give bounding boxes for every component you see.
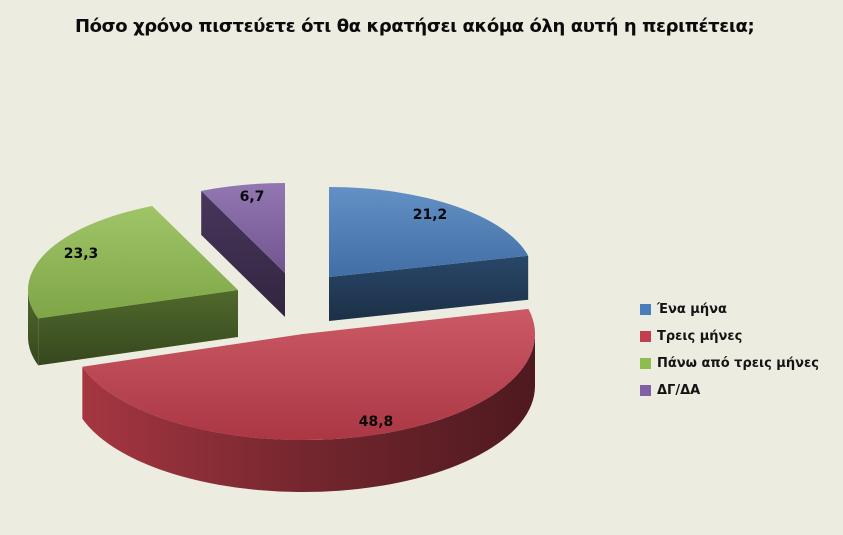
pie-slice-top [27,206,238,319]
slice-data-label: 48,8 [359,414,394,430]
legend-item-treis-mines[interactable]: Τρεις μήνες [640,323,819,350]
pie-slice-1[interactable] [82,308,536,493]
chart-title: Πόσο χρόνο πιστεύετε ότι θα κρατήσει ακό… [75,16,755,37]
slice-data-label: 6,7 [240,189,265,205]
legend-item-label: Ένα μήνα [657,302,727,317]
legend-item-label: ΔΓ/ΔΑ [657,383,701,398]
legend: Ένα μήνα Τρεις μήνες Πάνω από τρεις μήνε… [640,296,819,404]
legend-item-label: Πάνω από τρεις μήνες [657,356,819,371]
pie-slice-0[interactable] [329,187,529,321]
legend-item-ena-mina[interactable]: Ένα μήνα [640,296,819,323]
pie-slice-2[interactable] [27,206,238,366]
pie-slice-top [82,308,536,441]
legend-swatch-icon [640,358,651,369]
legend-swatch-icon [640,331,651,342]
legend-item-pano-apo-treis-mines[interactable]: Πάνω από τρεις μήνες [640,350,819,377]
legend-item-dg-da[interactable]: ΔΓ/ΔΑ [640,377,819,404]
pie-slice-top [201,183,285,273]
pie-slice-wall [329,255,529,321]
legend-swatch-icon [640,304,651,315]
legend-item-label: Τρεις μήνες [657,329,743,344]
slice-data-label: 23,3 [64,246,99,262]
pie-slice-rim [28,290,39,366]
pie-slice-top [329,187,529,277]
slice-data-label: 21,2 [413,207,448,223]
pie-slice-3[interactable] [201,183,285,317]
pie-slice-wall [201,190,285,317]
pie-slice-rim [82,334,536,493]
legend-swatch-icon [640,385,651,396]
pie-slice-wall [38,290,238,366]
